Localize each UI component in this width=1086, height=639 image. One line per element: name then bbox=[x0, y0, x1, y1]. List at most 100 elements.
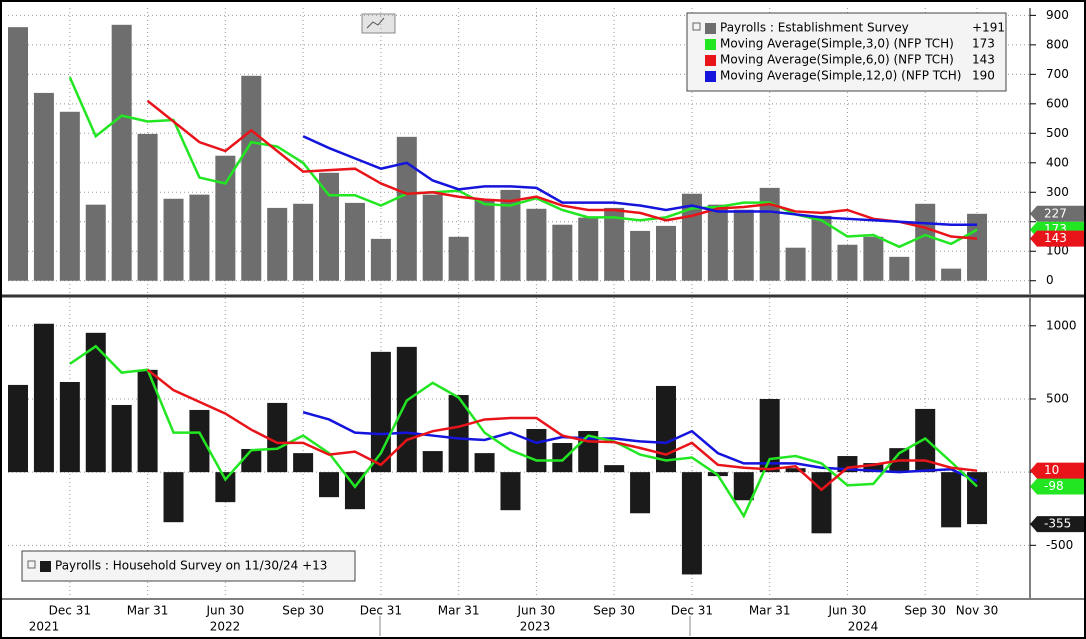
bar bbox=[552, 224, 573, 281]
line bbox=[69, 344, 978, 519]
y-tick-label: 300 bbox=[1046, 185, 1069, 199]
bar bbox=[8, 27, 28, 281]
legend-collapse bbox=[27, 560, 36, 569]
legend-value: 173 bbox=[972, 37, 995, 51]
legend-swatch bbox=[705, 55, 716, 66]
bar bbox=[500, 472, 521, 511]
bar bbox=[915, 203, 936, 281]
bar bbox=[630, 230, 651, 281]
x-tick-label: Sep 30 bbox=[593, 604, 635, 618]
bar bbox=[59, 111, 80, 281]
bar bbox=[422, 451, 443, 473]
bar bbox=[656, 225, 676, 281]
line bbox=[302, 135, 978, 226]
bar bbox=[267, 207, 288, 281]
y-tick-label: -500 bbox=[1046, 538, 1073, 552]
bar bbox=[163, 198, 184, 281]
bar bbox=[33, 323, 54, 473]
bar bbox=[941, 268, 962, 281]
bar bbox=[293, 203, 314, 281]
value-tag-label: -98 bbox=[1044, 479, 1064, 493]
button-icon bbox=[366, 17, 385, 29]
legend-box bbox=[686, 12, 1007, 92]
bar bbox=[785, 468, 806, 473]
chart-type-button[interactable] bbox=[361, 13, 396, 34]
y-tick-label: 800 bbox=[1046, 37, 1069, 51]
line bbox=[146, 368, 978, 492]
bar bbox=[59, 382, 80, 473]
x-tick-label: Nov 30 bbox=[956, 604, 999, 618]
x-tick-label: Sep 30 bbox=[904, 604, 946, 618]
bar bbox=[967, 213, 988, 281]
bar bbox=[111, 24, 132, 281]
bar bbox=[656, 385, 676, 473]
bar bbox=[85, 332, 106, 473]
bar bbox=[681, 472, 702, 575]
x-tick-label: Dec 31 bbox=[49, 604, 91, 618]
legend-swatch bbox=[705, 39, 716, 50]
legend-value: 143 bbox=[972, 53, 995, 67]
bar bbox=[915, 408, 936, 473]
bar bbox=[811, 215, 832, 281]
value-tag bbox=[1030, 462, 1084, 479]
bar bbox=[785, 247, 806, 281]
y-tick-label: 0 bbox=[1046, 273, 1054, 287]
x-tick-label: Mar 31 bbox=[438, 604, 480, 618]
bar bbox=[344, 202, 365, 281]
bar bbox=[526, 428, 547, 473]
legend-box bbox=[21, 550, 356, 582]
line bbox=[146, 99, 978, 240]
y-tick-label: 100 bbox=[1046, 244, 1069, 258]
x-tick-label: Mar 31 bbox=[127, 604, 169, 618]
y-tick-label: 600 bbox=[1046, 96, 1069, 110]
bar bbox=[552, 443, 573, 473]
x-tick-label: Sep 30 bbox=[282, 604, 324, 618]
y-tick-label: 500 bbox=[1046, 391, 1069, 405]
bar bbox=[137, 133, 158, 281]
year-label: 2022 bbox=[210, 620, 241, 634]
bar bbox=[837, 244, 858, 281]
bar bbox=[474, 199, 495, 281]
x-tick-label: Dec 31 bbox=[360, 604, 402, 618]
value-tag bbox=[1030, 230, 1084, 247]
bar bbox=[189, 194, 210, 281]
y-tick-label: 500 bbox=[1046, 126, 1069, 140]
legend-label: Payrolls : Establishment Survey bbox=[720, 21, 909, 35]
value-tag-label: 143 bbox=[1044, 231, 1067, 245]
legend-value: +191 bbox=[972, 21, 1005, 35]
bar bbox=[733, 472, 754, 501]
legend-value: 190 bbox=[972, 69, 995, 83]
x-tick-label: Dec 31 bbox=[671, 604, 713, 618]
x-tick-label: Jun 30 bbox=[205, 604, 244, 618]
bar bbox=[85, 204, 106, 281]
bar bbox=[811, 472, 832, 534]
bar bbox=[448, 236, 469, 281]
legend-collapse bbox=[692, 22, 701, 31]
bar bbox=[319, 172, 340, 281]
bar bbox=[630, 472, 651, 514]
bar bbox=[448, 395, 469, 473]
value-tag-label: -355 bbox=[1044, 517, 1071, 531]
bar bbox=[526, 208, 547, 281]
legend-label: Moving Average(Simple,3,0) (NFP TCH) bbox=[720, 37, 954, 51]
bar bbox=[241, 449, 262, 473]
bar bbox=[578, 217, 599, 281]
bar bbox=[111, 404, 132, 473]
bar bbox=[267, 402, 288, 473]
year-label: 2023 bbox=[520, 620, 551, 634]
legend-label: Moving Average(Simple,6,0) (NFP TCH) bbox=[720, 53, 954, 67]
bar bbox=[241, 75, 262, 281]
bar bbox=[863, 463, 884, 473]
x-tick-label: Jun 30 bbox=[516, 604, 555, 618]
bar bbox=[733, 209, 754, 281]
bar bbox=[8, 384, 28, 473]
line bbox=[302, 410, 978, 483]
bar bbox=[707, 204, 728, 281]
bar bbox=[422, 194, 443, 281]
value-tag bbox=[1030, 478, 1084, 495]
x-tick-label: Mar 31 bbox=[749, 604, 791, 618]
bar bbox=[370, 238, 391, 281]
